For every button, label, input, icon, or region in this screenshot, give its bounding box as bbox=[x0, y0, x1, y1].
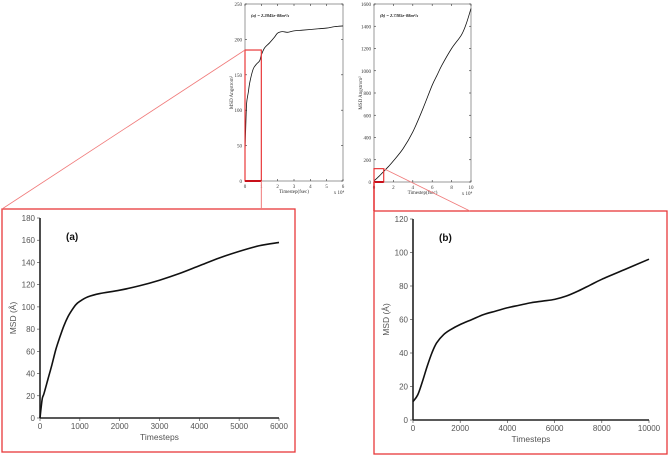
x-tick-label: 2 bbox=[276, 185, 279, 190]
connector-b-right bbox=[383, 168, 471, 212]
y-tick-label: 140 bbox=[22, 258, 36, 267]
y-tick-label: 50 bbox=[237, 145, 243, 150]
msd-curve bbox=[244, 25, 344, 153]
plot-frame bbox=[373, 3, 472, 183]
x-tick-label: 2 bbox=[392, 186, 395, 191]
y-tick-label: 0 bbox=[31, 414, 36, 423]
chart-annotation: (b) = 2.7305e-08m²/s bbox=[380, 13, 419, 18]
zoom-frame-b bbox=[373, 210, 668, 455]
y-tick-label: 80 bbox=[26, 325, 35, 334]
y-axis-label: MSD (Å) bbox=[8, 302, 18, 335]
y-tick-label: 1200 bbox=[361, 48, 372, 53]
x-tick-label: 2000 bbox=[451, 424, 469, 433]
x-tick-label: 10000 bbox=[638, 424, 661, 433]
x-tick-label: 4 bbox=[309, 185, 312, 190]
x-tick-label: 3 bbox=[293, 185, 296, 190]
x-tick-label: 5000 bbox=[230, 422, 248, 431]
x-tick-label: 6000 bbox=[546, 424, 564, 433]
y-tick-label: 20 bbox=[26, 392, 35, 401]
x-tick-label: 1000 bbox=[71, 422, 89, 431]
y-tick-label: 0 bbox=[404, 416, 409, 425]
x-axis-label: Timestep(fsec) bbox=[279, 190, 309, 195]
zoom-chart-b: 0 2000 4000 6000 8000 10000 0 20 40 60 80 100 120 Tim… bbox=[373, 210, 668, 455]
y-tick-label: 1600 bbox=[361, 3, 372, 8]
y-tick-label: 180 bbox=[22, 214, 36, 223]
y-tick-label: 120 bbox=[22, 281, 36, 290]
x-multiplier: x 10⁴ bbox=[462, 191, 473, 197]
y-axis-label: MSD Angstrom² bbox=[229, 75, 235, 109]
y-tick-label: 600 bbox=[364, 114, 372, 119]
x-tick-label: 5 bbox=[325, 185, 328, 190]
y-tick-label: 1000 bbox=[361, 70, 372, 75]
y-tick-label: 200 bbox=[235, 38, 243, 43]
y-tick-label: 120 bbox=[395, 215, 409, 224]
x-tick-label: 0 bbox=[38, 422, 43, 431]
y-axis-label: MSD (Å) bbox=[381, 303, 391, 336]
overview-chart-a: 0123456050100150200250Timestep(fsec)MSD … bbox=[229, 3, 345, 196]
y-tick-label: 1400 bbox=[361, 25, 372, 30]
x-multiplier: x 10⁴ bbox=[334, 190, 345, 196]
zoom-frame-a bbox=[1, 208, 296, 453]
x-tick-label: 6000 bbox=[270, 422, 288, 431]
msd-curve bbox=[373, 8, 472, 182]
y-tick-label: 800 bbox=[364, 92, 372, 97]
y-tick-label: 250 bbox=[235, 3, 243, 8]
y-tick-label: 60 bbox=[399, 316, 408, 325]
y-tick-label: 80 bbox=[399, 282, 408, 291]
x-tick-label: 0 bbox=[411, 424, 416, 433]
y-tick-label: 150 bbox=[235, 74, 243, 79]
x-axis-label: Timestep(fsec) bbox=[408, 191, 438, 196]
y-tick-label: 100 bbox=[235, 109, 243, 114]
y-tick-label: 400 bbox=[364, 137, 372, 142]
y-tick-label: 40 bbox=[26, 370, 35, 379]
msd-curve bbox=[39, 241, 280, 419]
y-tick-label: 60 bbox=[26, 347, 35, 356]
zoom-connector-lines bbox=[1, 49, 471, 212]
connector-a-left bbox=[1, 49, 246, 210]
x-tick-label: 3000 bbox=[151, 422, 169, 431]
y-tick-label: 200 bbox=[364, 159, 372, 164]
x-axis-label: Timesteps bbox=[512, 434, 551, 444]
x-axis-label: Timesteps bbox=[140, 432, 179, 442]
y-tick-label: 100 bbox=[395, 249, 409, 258]
x-tick-label: 4 bbox=[412, 186, 415, 191]
y-tick-label: 20 bbox=[399, 383, 408, 392]
overview-chart-b: 024681002004006008001000120014001600Time… bbox=[358, 3, 474, 197]
chart-annotation: (a) = 2.2845e-08m²/s bbox=[251, 13, 290, 18]
y-tick-label: 0 bbox=[240, 180, 243, 185]
x-tick-label: 6 bbox=[342, 185, 345, 190]
chart-annotation: (a) bbox=[66, 232, 78, 243]
x-tick-label: 8000 bbox=[593, 424, 611, 433]
y-tick-label: 100 bbox=[22, 303, 36, 312]
x-tick-label: 4000 bbox=[190, 422, 208, 431]
y-axis-label: MSD Angstrom² bbox=[358, 76, 364, 110]
zoom-chart-a: 0 1000 2000 3000 4000 5000 6000 0 20 40 60 80 100 120… bbox=[1, 208, 296, 453]
x-tick-label: 2000 bbox=[111, 422, 129, 431]
chart-annotation: (b) bbox=[439, 233, 452, 244]
msd-curve bbox=[412, 258, 650, 403]
y-tick-label: 40 bbox=[399, 349, 408, 358]
x-tick-label: 0 bbox=[244, 185, 247, 190]
y-tick-label: 160 bbox=[22, 236, 36, 245]
x-tick-label: 10 bbox=[469, 186, 475, 191]
x-tick-label: 6 bbox=[431, 186, 434, 191]
x-tick-label: 4000 bbox=[499, 424, 517, 433]
y-tick-label: 0 bbox=[369, 181, 372, 186]
x-tick-label: 8 bbox=[450, 186, 453, 191]
